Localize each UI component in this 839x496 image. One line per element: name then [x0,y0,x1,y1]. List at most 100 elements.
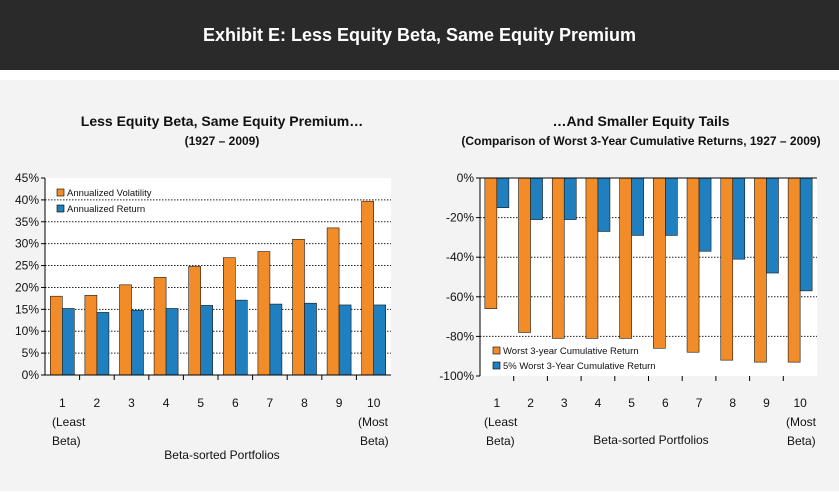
bar-orange-2 [84,295,98,376]
charts-svg: Less Equity Beta, Same Equity Premium… (… [15,113,821,462]
x-tick-label: 2 [527,396,534,410]
exhibit-title: Exhibit E: Less Equity Beta, Same Equity… [202,25,637,45]
chart-left-title: Less Equity Beta, Same Equity Premium… [81,113,363,129]
y-tick-label: 0% [22,368,40,382]
y-tick-label: -80% [446,329,474,343]
charts-panel: Less Equity Beta, Same Equity Premium… (… [0,80,839,491]
bar-orange-10 [361,200,375,376]
bar-blue-7 [269,303,283,376]
x-tick-label: 8 [729,396,736,410]
x-tick-label: 8 [301,396,308,410]
x-tick-label: 7 [696,396,703,410]
x-tick-label: 5 [197,396,204,410]
x-tick-label: 4 [595,396,602,410]
bar-orange-5 [188,266,201,376]
x-tick-label: 3 [128,396,135,410]
bar-blue-2 [530,177,543,220]
chart-left-least-note-1: (Least [52,415,86,429]
bar-orange-7 [686,177,700,353]
legend-swatch-5pct-worst [492,361,501,370]
legend-label-worst: Worst 3-year Cumulative Return [503,346,639,357]
y-tick-label: 20% [15,280,39,294]
bar-orange-6 [653,177,666,349]
x-tick-label: 1 [59,396,66,410]
bar-orange-4 [153,277,167,376]
chart-left-least-note-2: Beta) [52,434,81,448]
legend-label-volatility: Annualized Volatility [67,188,152,199]
chart-left-most-note-1: (Most [358,415,389,429]
x-tick-label: 10 [793,396,807,410]
y-tick-label: -60% [446,290,474,304]
bar-blue-8 [304,302,317,376]
bar-blue-7 [698,177,712,252]
chart-right-x-label: Beta-sorted Portfolios [593,433,708,447]
bar-blue-4 [165,308,179,376]
header-banner: Exhibit E: Less Equity Beta, Same Equity… [0,0,839,70]
bar-orange-7 [257,251,271,376]
y-tick-label: 45% [15,171,39,185]
chart-right-least-note-1: (Least [484,415,518,429]
bar-orange-9 [754,177,767,363]
chart-right-title: …And Smaller Equity Tails [552,113,729,129]
y-tick-label: 30% [15,237,39,251]
bar-orange-8 [720,177,734,361]
bar-blue-10 [373,304,387,376]
y-tick-label: 5% [22,346,40,360]
x-tick-label: 5 [628,396,635,410]
bar-orange-8 [292,238,305,376]
legend-swatch-worst [492,346,501,355]
bar-blue-5 [631,177,644,236]
chart-left-x-label: Beta-sorted Portfolios [164,448,279,462]
bar-blue-1 [496,177,510,209]
chart-right-legend: Worst 3-year Cumulative Return 5% Worst … [492,346,656,372]
bar-orange-4 [585,177,599,339]
chart-right-subtitle: (Comparison of Worst 3-Year Cumulative R… [461,134,820,148]
chart-right-most-note-1: (Most [786,415,817,429]
x-tick-label: 6 [662,396,669,410]
y-tick-label: 35% [15,215,39,229]
chart-right-least-note-2: Beta) [486,434,515,448]
x-tick-label: 4 [163,396,170,410]
bar-blue-9 [766,177,779,274]
bar-blue-6 [235,299,248,376]
chart-right: …And Smaller Equity Tails (Comparison of… [439,113,820,448]
legend-swatch-volatility [56,188,65,197]
bar-orange-9 [326,227,340,376]
bar-blue-6 [665,177,678,236]
y-tick-label: 40% [15,193,39,207]
bar-blue-2 [96,312,110,376]
x-tick-label: 9 [336,396,343,410]
bar-orange-1 [484,177,498,309]
y-tick-label: 10% [15,324,39,338]
x-tick-label: 6 [232,396,239,410]
x-tick-label: 3 [561,396,568,410]
bar-orange-6 [223,257,236,376]
y-tick-label: 15% [15,302,39,316]
x-tick-label: 9 [763,396,770,410]
y-tick-label: -100% [439,369,474,383]
bar-blue-4 [597,177,611,232]
bar-orange-2 [518,177,531,333]
bar-orange-3 [119,284,132,376]
bar-orange-3 [551,177,565,339]
legend-label-return: Annualized Return [67,204,145,215]
bar-blue-3 [563,177,577,220]
x-tick-label: 2 [94,396,101,410]
bar-blue-10 [799,177,813,292]
x-tick-label: 7 [267,396,274,410]
bar-orange-10 [787,177,801,363]
legend-swatch-return [56,204,65,213]
y-tick-label: -20% [446,211,474,225]
chart-left-most-note-2: Beta) [360,434,389,448]
chart-left: Less Equity Beta, Same Equity Premium… (… [15,113,391,462]
bar-blue-5 [200,305,213,376]
bar-orange-1 [49,295,63,376]
y-tick-label: 25% [15,259,39,273]
y-tick-label: -40% [446,250,474,264]
x-tick-label: 1 [494,396,501,410]
chart-right-most-note-2: Beta) [787,434,816,448]
bar-blue-9 [338,304,352,376]
bar-orange-5 [619,177,632,339]
bar-blue-8 [732,177,746,260]
bar-blue-1 [61,308,75,376]
